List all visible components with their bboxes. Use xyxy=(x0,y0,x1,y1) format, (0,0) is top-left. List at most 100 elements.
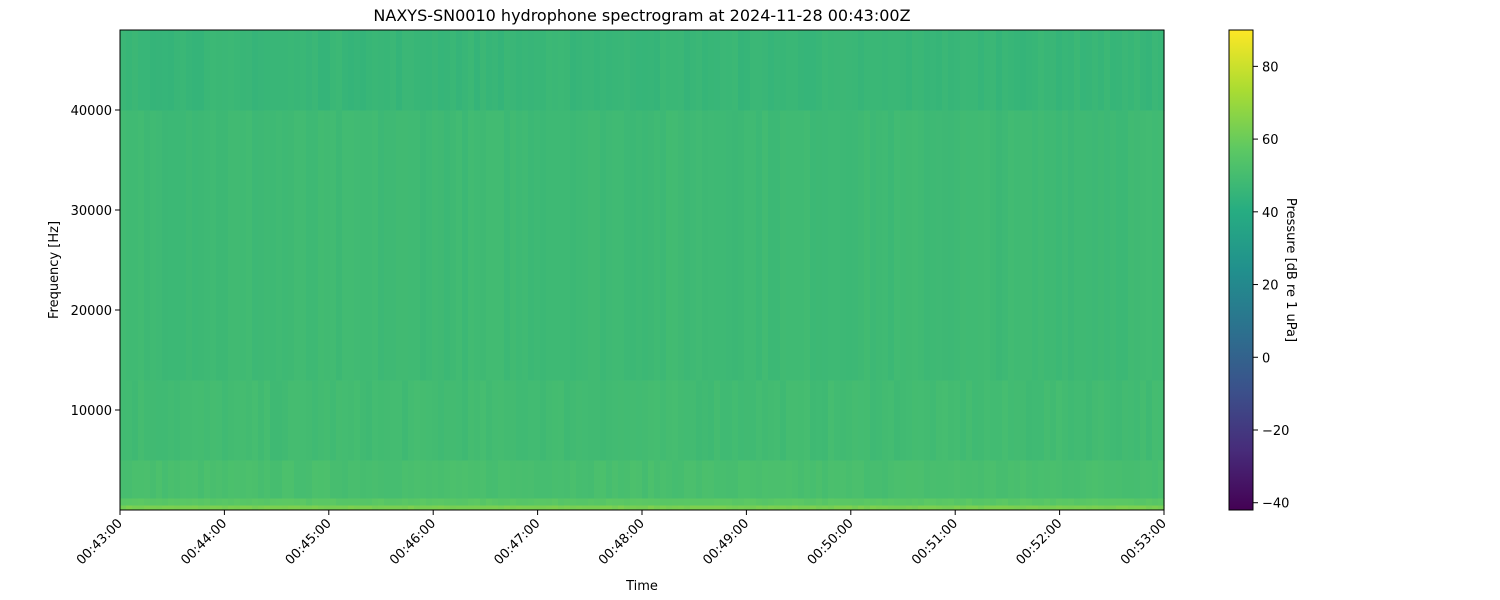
heatmap-cell xyxy=(228,505,235,511)
heatmap-cell xyxy=(996,380,1003,461)
heatmap-cell xyxy=(276,30,283,111)
heatmap-cell xyxy=(474,30,481,111)
colorbar-tick-label: 60 xyxy=(1262,133,1279,148)
heatmap-cell xyxy=(174,498,181,506)
heatmap-cell xyxy=(924,110,931,381)
heatmap-cell xyxy=(756,30,763,111)
heatmap-cell xyxy=(786,505,793,511)
heatmap-cell xyxy=(312,460,319,499)
heatmap-cell xyxy=(222,460,229,499)
heatmap-cell xyxy=(1038,380,1045,461)
heatmap-cell xyxy=(222,505,229,511)
heatmap-cell xyxy=(486,498,493,506)
heatmap-cell xyxy=(498,505,505,511)
heatmap-cell xyxy=(960,460,967,499)
heatmap-cell xyxy=(918,380,925,461)
heatmap-cell xyxy=(228,498,235,506)
colorbar xyxy=(1228,29,1254,511)
heatmap-cell xyxy=(498,30,505,111)
heatmap-cell xyxy=(588,30,595,111)
heatmap-cell xyxy=(894,30,901,111)
heatmap-cell xyxy=(720,498,727,506)
heatmap-cell xyxy=(708,460,715,499)
chart-title: NAXYS-SN0010 hydrophone spectrogram at 2… xyxy=(373,6,910,25)
heatmap-cell xyxy=(804,460,811,499)
heatmap-cell xyxy=(516,505,523,511)
heatmap-cell xyxy=(558,380,565,461)
heatmap-cell xyxy=(318,505,325,511)
heatmap-cell xyxy=(678,460,685,499)
heatmap-cell xyxy=(120,460,127,499)
heatmap-cell xyxy=(666,498,673,506)
heatmap-cell xyxy=(210,498,217,506)
heatmap-cell xyxy=(624,30,631,111)
heatmap-cell xyxy=(786,498,793,506)
colorbar-tick-label: −20 xyxy=(1262,424,1289,439)
heatmap-cell xyxy=(630,30,637,111)
heatmap-cell xyxy=(474,110,481,381)
heatmap-cell xyxy=(906,30,913,111)
heatmap-cell xyxy=(636,505,643,511)
heatmap-cell xyxy=(288,110,295,381)
heatmap-cell xyxy=(684,498,691,506)
heatmap-cell xyxy=(540,110,547,381)
heatmap-cell xyxy=(642,460,649,499)
heatmap-cell xyxy=(750,110,757,381)
heatmap-cell xyxy=(264,460,271,499)
heatmap-cell xyxy=(858,460,865,499)
heatmap-cell xyxy=(930,380,937,461)
heatmap-cell xyxy=(162,505,169,511)
heatmap-cell xyxy=(816,110,823,381)
heatmap-cell xyxy=(768,30,775,111)
heatmap-cell xyxy=(684,380,691,461)
heatmap-cell xyxy=(774,110,781,381)
heatmap-cell xyxy=(336,110,343,381)
colorbar-tick-label: 20 xyxy=(1262,279,1279,294)
heatmap-cell xyxy=(918,110,925,381)
heatmap-cell xyxy=(306,380,313,461)
heatmap-cell xyxy=(432,460,439,499)
heatmap-cell xyxy=(714,30,721,111)
heatmap-cell xyxy=(810,30,817,111)
heatmap-cell xyxy=(882,460,889,499)
heatmap-cell xyxy=(606,498,613,506)
heatmap-cell xyxy=(1026,380,1033,461)
heatmap-cell xyxy=(702,505,709,511)
heatmap-cell xyxy=(126,30,133,111)
heatmap-cell xyxy=(270,460,277,499)
heatmap-cell xyxy=(228,110,235,381)
heatmap-cell xyxy=(420,30,427,111)
heatmap-cell xyxy=(408,380,415,461)
heatmap-cell xyxy=(588,110,595,381)
heatmap-cell xyxy=(648,505,655,511)
heatmap-cell xyxy=(1140,498,1147,506)
heatmap-cell xyxy=(786,460,793,499)
heatmap-cell xyxy=(354,505,361,511)
heatmap-cell xyxy=(150,505,157,511)
heatmap-cell xyxy=(432,505,439,511)
heatmap-cell xyxy=(300,498,307,506)
y-tick-label: 10000 xyxy=(71,404,112,419)
heatmap-cell xyxy=(330,380,337,461)
heatmap-cell xyxy=(828,380,835,461)
x-tick-label: 00:50:00 xyxy=(805,516,857,568)
heatmap-cell xyxy=(804,110,811,381)
heatmap-cell xyxy=(792,380,799,461)
heatmap-cell xyxy=(414,460,421,499)
heatmap-cell xyxy=(906,110,913,381)
heatmap-cell xyxy=(1146,498,1153,506)
heatmap-cell xyxy=(864,110,871,381)
heatmap-cell xyxy=(612,460,619,499)
heatmap-cell xyxy=(612,110,619,381)
heatmap-cell xyxy=(924,505,931,511)
heatmap-cell xyxy=(942,30,949,111)
heatmap-cell xyxy=(972,110,979,381)
heatmap-cell xyxy=(450,30,457,111)
heatmap-cell xyxy=(144,30,151,111)
heatmap-cell xyxy=(1092,460,1099,499)
heatmap-cell xyxy=(606,460,613,499)
heatmap-cell xyxy=(486,380,493,461)
heatmap-cell xyxy=(1152,505,1159,511)
heatmap-cell xyxy=(198,460,205,499)
